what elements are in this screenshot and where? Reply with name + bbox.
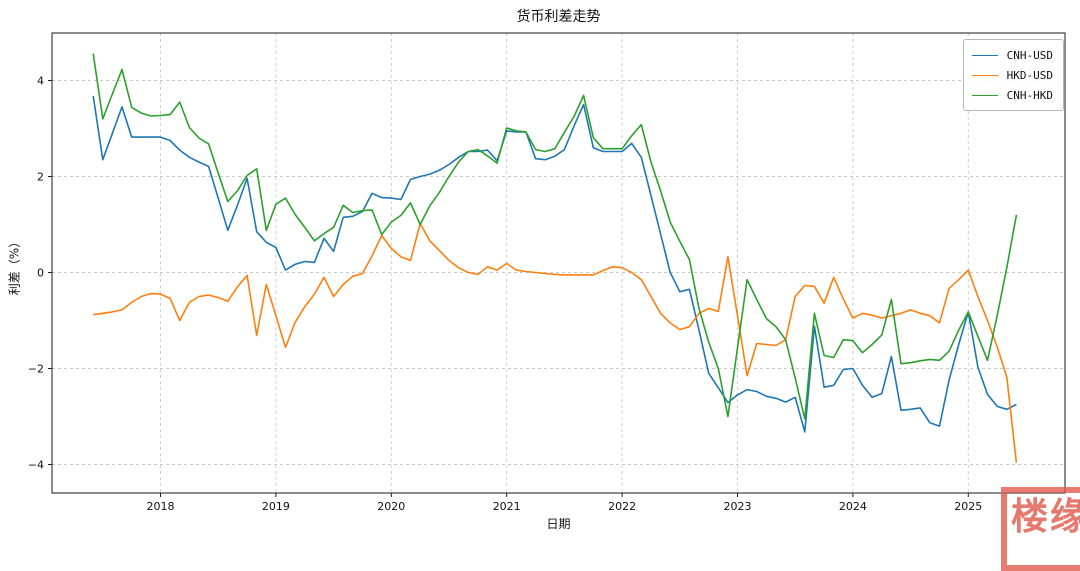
seal-watermark-text: 楼缘 — [1011, 495, 1080, 538]
legend-line-swatch — [971, 74, 998, 76]
y-tick-label: 4 — [37, 74, 44, 87]
seal-watermark: 楼缘 — [1001, 487, 1080, 571]
series-line-cnh-hkd — [92, 53, 1018, 420]
y-tick-label: 2 — [37, 170, 44, 183]
x-tick-label: 2020 — [377, 500, 406, 513]
x-tick-label: 2024 — [838, 500, 867, 513]
legend: CNH-USD HKD-USD CNH-HKD — [962, 39, 1064, 111]
x-tick-label: 2018 — [146, 500, 175, 513]
axes-frame — [51, 32, 1066, 494]
legend-label: CNH-USD — [1006, 48, 1053, 62]
legend-line-swatch — [971, 94, 998, 96]
x-tick-label: 2021 — [492, 500, 521, 513]
series-line-cnh-usd — [92, 95, 1017, 433]
y-axis-label: 利差（%） — [7, 235, 22, 296]
legend-line-swatch — [971, 54, 998, 56]
chart-title: 货币利差走势 — [516, 9, 601, 25]
y-tick-label: −2 — [27, 362, 44, 375]
x-tick-label: 2022 — [608, 500, 637, 513]
x-tick-label: 2023 — [723, 500, 752, 513]
x-tick-label: 2019 — [261, 500, 290, 513]
y-tick-label: −4 — [27, 458, 44, 471]
line-chart-figure: 货币利差走势 2018 2019 2020 2021 2022 2023 2024 2025 … — [7, 9, 1080, 571]
legend-label: CNH-HKD — [1006, 88, 1053, 102]
plot-area — [48, 32, 1066, 497]
legend-item: CNH-USD — [971, 45, 1053, 65]
legend-item: HKD-USD — [971, 65, 1053, 85]
series-line-hkd-usd — [93, 222, 1018, 463]
x-tick-label: 2025 — [954, 500, 983, 513]
legend-item: CNH-HKD — [971, 85, 1053, 105]
x-axis-label: 日期 — [546, 517, 571, 531]
legend-label: HKD-USD — [1006, 68, 1053, 82]
y-tick-label: 0 — [37, 266, 44, 279]
